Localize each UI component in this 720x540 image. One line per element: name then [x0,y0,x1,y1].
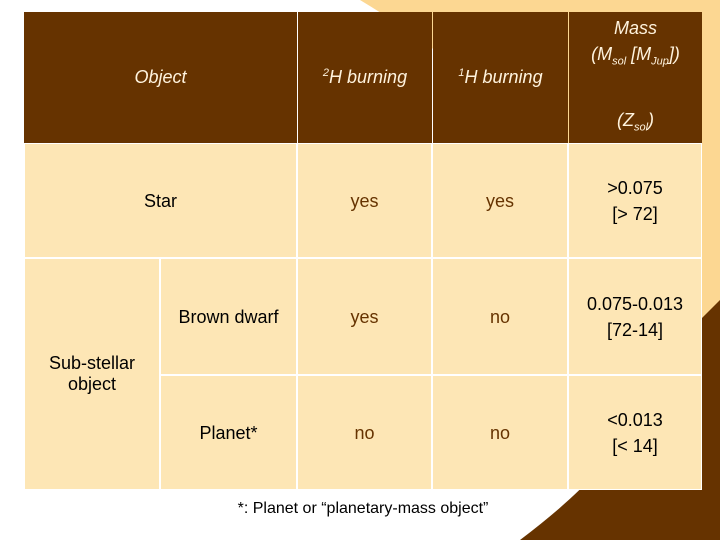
cell-text: 0.075-0.013 [586,293,684,314]
cell-text: yes [350,190,379,211]
table-cell: >0.075 [> 72] [568,143,702,258]
group-cell: Sub-stellar object [24,258,160,490]
table-cell: no [432,258,568,375]
text: Object [134,67,187,87]
cell-text: <0.013 [607,409,663,430]
text: 1H burning [458,67,542,88]
text-part: 2 [322,67,330,79]
text-part: sol [612,55,627,68]
text: Sub-stellar object [48,353,136,394]
text-part: [M [626,43,652,64]
table-cell: yes [297,258,432,375]
table-cell: <0.013 [< 14] [568,375,702,490]
text-part: sol [633,121,649,134]
text: (Msol [MJup]) [591,41,680,75]
table-cell: Planet* [160,375,297,490]
table-cell: no [297,375,432,490]
text: (Zsol) [617,107,654,141]
text-part: (M [591,43,613,64]
table-cell: 0.075-0.013 [72-14] [568,258,702,375]
text-part: H burning [329,67,408,87]
text: 2H burning [323,67,407,88]
footnote: *: Planet or “planetary-mass object” [237,500,489,517]
table-cell: yes [297,143,432,258]
cell-text: no [489,422,511,443]
cell-text: >0.075 [607,177,663,198]
cell-text: [> 72] [612,203,658,224]
text-part: ) [648,109,655,130]
cell-text: [72-14] [606,319,664,340]
text-part: Mass [613,17,657,38]
header-object: Object [24,12,297,143]
table-cell: no [432,375,568,490]
header-col: 2H burning [298,12,432,143]
cell-text: no [354,422,375,443]
table-cell: Brown dwarf [160,258,297,375]
header-col: 1H burning [433,12,568,143]
header-mass: Mass (Msol [MJup]) (Zsol) [569,12,702,143]
text-part: H burning [464,67,543,87]
cell-text: yes [485,190,514,211]
cell-text: Star [143,190,177,211]
text-part: (Z [616,109,634,130]
cell-text: no [489,306,511,327]
cell-text: Brown dwarf [178,306,279,327]
text-part: ]) [668,43,680,64]
text-part: 1 [458,67,465,79]
cell-text: yes [350,306,379,327]
text-part: Jup [651,55,669,68]
table-cell: yes [432,143,568,258]
text: Mass [614,15,657,41]
cell-text: Planet* [199,422,258,443]
table-cell: Star [24,143,297,258]
cell-text: [< 14] [612,435,658,456]
